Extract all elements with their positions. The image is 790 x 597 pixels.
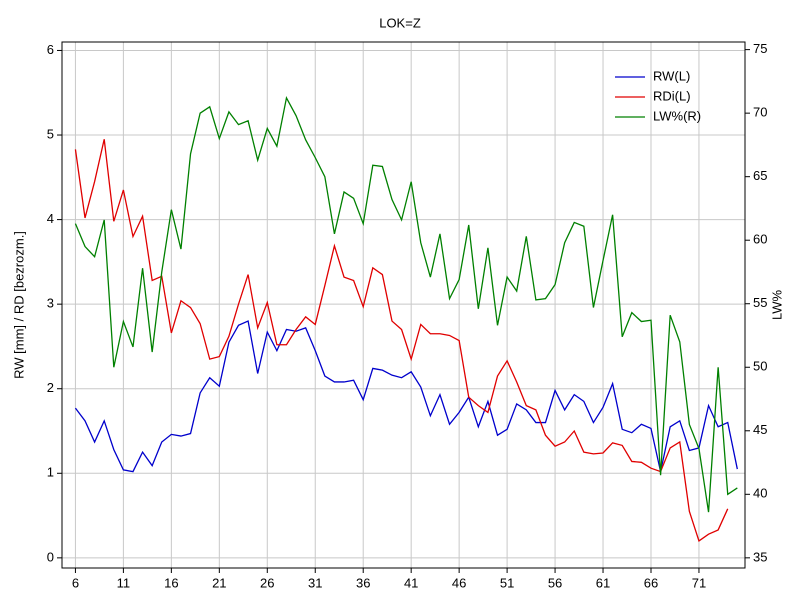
- x-tick-label: 11: [117, 575, 131, 590]
- legend-label: RW(L): [653, 68, 690, 83]
- y2-tick-label: 75: [753, 41, 767, 56]
- y-tick-label: 2: [47, 380, 54, 395]
- chart-title: LOK=Z: [379, 15, 421, 30]
- x-tick-label: 41: [404, 575, 418, 590]
- y-tick-label: 0: [47, 549, 54, 564]
- x-tick-label: 16: [164, 575, 178, 590]
- y-tick-label: 3: [47, 296, 54, 311]
- x-tick-label: 61: [596, 575, 610, 590]
- legend-label: RDi(L): [653, 88, 691, 103]
- y-axis-label: RW [mm] / RD [bezrozm.]: [11, 231, 26, 379]
- x-tick-label: 26: [260, 575, 274, 590]
- x-tick-label: 36: [356, 575, 370, 590]
- y2-axis-label: LW%: [769, 290, 784, 321]
- x-tick-label: 6: [72, 575, 79, 590]
- x-tick-label: 31: [308, 575, 322, 590]
- y2-tick-label: 35: [753, 549, 767, 564]
- y-tick-label: 4: [47, 211, 54, 226]
- x-tick-label: 66: [644, 575, 658, 590]
- y-tick-label: 5: [47, 126, 54, 141]
- y2-tick-label: 70: [753, 105, 767, 120]
- legend-label: LW%(R): [653, 108, 701, 123]
- y-tick-label: 6: [47, 42, 54, 57]
- series-line: [74, 96, 738, 513]
- y2-tick-label: 50: [753, 359, 767, 374]
- x-tick-label: 21: [212, 575, 226, 590]
- x-tick-label: 46: [452, 575, 466, 590]
- y-tick-label: 1: [47, 465, 54, 480]
- plot-frame: [61, 41, 746, 569]
- x-tick-label: 56: [548, 575, 562, 590]
- y2-tick-label: 60: [753, 232, 767, 247]
- x-tick-label: 51: [500, 575, 514, 590]
- series-line: [74, 139, 729, 542]
- y2-tick-label: 45: [753, 422, 767, 437]
- series-line: [74, 320, 738, 473]
- y2-tick-label: 40: [753, 486, 767, 501]
- y2-tick-label: 65: [753, 168, 767, 183]
- x-tick-label: 71: [692, 575, 706, 590]
- y2-tick-label: 55: [753, 295, 767, 310]
